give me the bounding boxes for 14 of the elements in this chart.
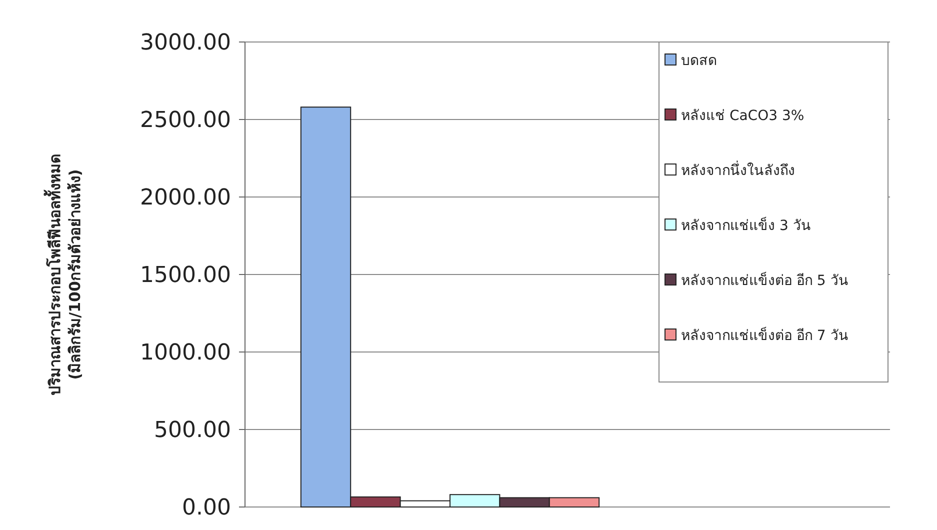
legend-label: หลังจากแช่แข็ง 3 วัน	[681, 216, 811, 234]
legend-label: หลังจากแช่แข็งต่อ อีก 7 วัน	[681, 326, 848, 344]
legend-label: บดสด	[681, 53, 717, 69]
legend-label: หลังจากนึ่งในลังถึง	[681, 161, 795, 179]
legend-label: หลังแช่ CaCO3 3%	[681, 108, 804, 124]
y-tick-label: 1000.00	[140, 340, 231, 366]
legend-label: หลังจากแช่แข็งต่อ อีก 5 วัน	[681, 271, 848, 289]
y-tick-label: 500.00	[154, 418, 231, 444]
y-axis-title: ปริมาณสารประกอบโพลีฟีนอลทั้งหมด (มิลลิกรัม/100กรัมตัวอย่างแห้ง)	[43, 154, 84, 396]
y-tick-label: 2000.00	[140, 186, 231, 211]
y-tick-label: 1500.00	[140, 263, 231, 288]
y-tick-label: 0.00	[182, 496, 231, 521]
y-tick-label: 2500.00	[140, 108, 231, 134]
y-tick-label: 3000.00	[140, 30, 231, 56]
